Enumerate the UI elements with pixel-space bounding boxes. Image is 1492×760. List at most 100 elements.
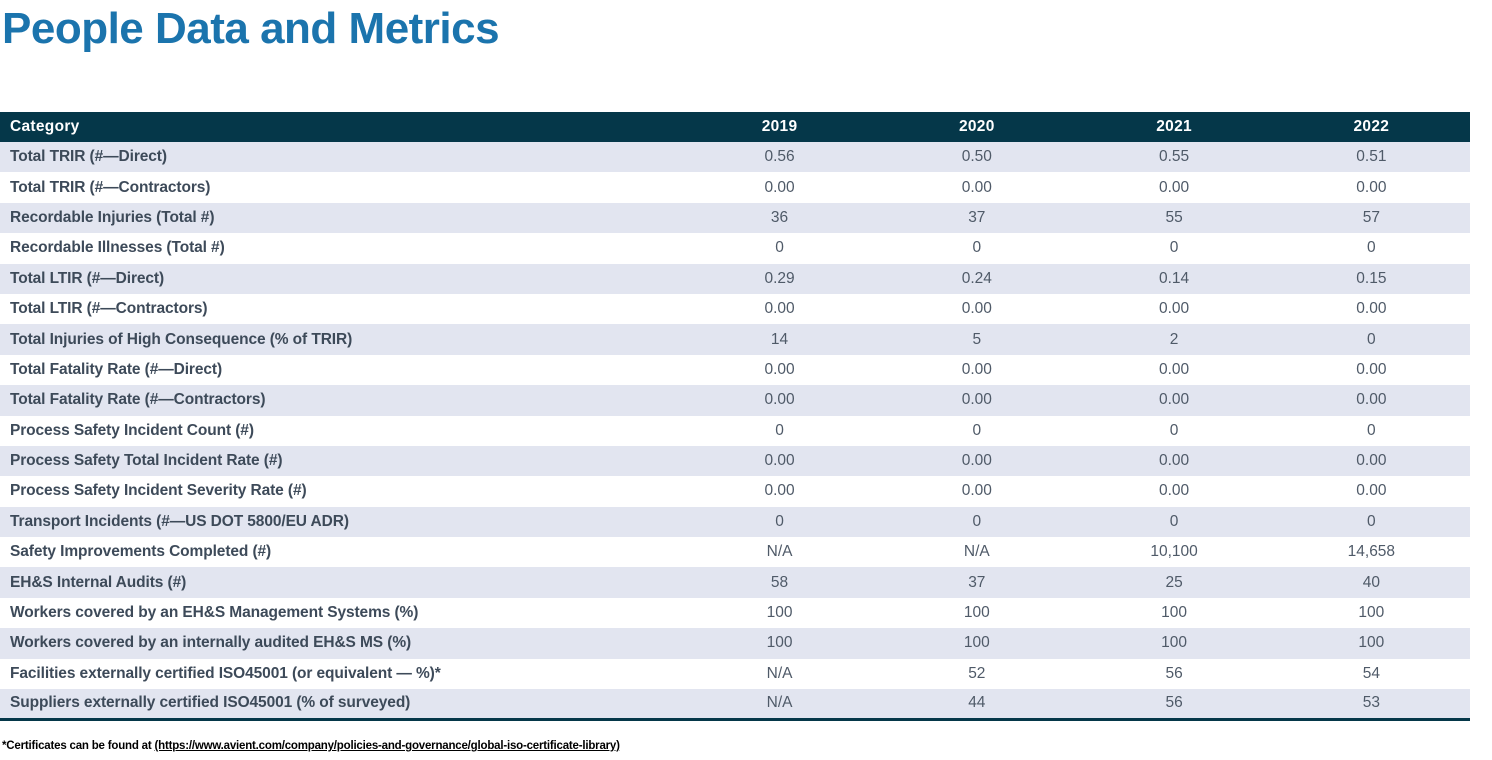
cell-2022: 40: [1362, 573, 1380, 591]
cell-2020: 0.00: [961, 300, 992, 318]
cell-2019: 0.00: [764, 360, 795, 378]
row-label: Process Safety Incident Severity Rate (#…: [10, 482, 307, 500]
cell-2021: 0.00: [1159, 360, 1190, 378]
cell-2022: 0.00: [1356, 360, 1387, 378]
cell-2021: 0.14: [1159, 269, 1190, 287]
cell-2021: 0: [1169, 512, 1179, 530]
cell-2021: 55: [1165, 208, 1183, 226]
table-row: Total LTIR (#—Contractors) 0.00 0.00 0.0…: [0, 293, 1470, 325]
table-row: Process Safety Incident Count (#) 0 0 0 …: [0, 415, 1470, 446]
cell-2020: 5: [972, 330, 982, 348]
cell-2022: 54: [1362, 664, 1380, 682]
cell-2021: 56: [1165, 664, 1183, 682]
table-row: Transport Incidents (#—US DOT 5800/EU AD…: [0, 506, 1470, 538]
cell-2020: 52: [968, 664, 986, 682]
row-label: Suppliers externally certified ISO45001 …: [10, 694, 411, 712]
cell-2022: 14,658: [1347, 543, 1396, 561]
table-row: Process Safety Total Incident Rate (#) 0…: [0, 445, 1470, 477]
cell-2021: 0.55: [1159, 148, 1190, 166]
cell-2022: 100: [1358, 604, 1385, 622]
cell-2022: 0.00: [1356, 391, 1387, 409]
cell-2020: 100: [963, 634, 990, 652]
cell-2019: 0.00: [764, 482, 795, 500]
cell-2020: N/A: [963, 543, 990, 561]
cell-2022: 57: [1362, 208, 1380, 226]
column-header-2020: 2020: [958, 118, 995, 135]
cell-2020: 0: [972, 512, 982, 530]
cell-2022: 0.51: [1356, 148, 1387, 166]
cell-2019: 0: [775, 512, 784, 530]
cell-2020: 0.00: [961, 452, 992, 470]
cell-2021: 0.00: [1159, 482, 1190, 500]
cell-2020: 37: [968, 573, 986, 591]
metrics-table: Category 2019 2020 2021 2022 Total TRIR …: [0, 112, 1470, 721]
cell-2021: 0.00: [1159, 391, 1190, 409]
table-row: Total Fatality Rate (#—Direct) 0.00 0.00…: [0, 354, 1470, 386]
column-header-category: Category: [10, 118, 80, 135]
cell-2022: 0.00: [1356, 178, 1387, 196]
cell-2020: 0.50: [961, 148, 992, 166]
row-label: Process Safety Incident Count (#): [10, 421, 254, 439]
cell-2021: 100: [1161, 604, 1188, 622]
table-row: EH&S Internal Audits (#) 58 37 25 40: [0, 567, 1470, 598]
table-row: Suppliers externally certified ISO45001 …: [0, 689, 1470, 720]
table-row: Facilities externally certified ISO45001…: [0, 658, 1470, 690]
cell-2019: 100: [766, 604, 793, 622]
row-label: Total Injuries of High Consequence (% of…: [10, 330, 353, 348]
table-row: Workers covered by an EH&S Management Sy…: [0, 597, 1470, 629]
header-row: Category 2019 2020 2021 2022: [0, 112, 1470, 142]
cell-2022: 100: [1358, 634, 1385, 652]
table-body: Total TRIR (#—Direct) 0.56 0.50 0.55 0.5…: [0, 142, 1470, 720]
cell-2021: 0.00: [1159, 452, 1190, 470]
table-row: Total TRIR (#—Direct) 0.56 0.50 0.55 0.5…: [0, 142, 1470, 173]
cell-2021: 100: [1161, 634, 1188, 652]
cell-2022: 53: [1362, 694, 1380, 712]
row-label: Total TRIR (#—Contractors): [10, 178, 211, 196]
row-label: Workers covered by an EH&S Management Sy…: [10, 604, 419, 622]
cell-2019: 0.00: [764, 300, 795, 318]
row-label: Process Safety Total Incident Rate (#): [10, 452, 283, 470]
cell-2020: 0.00: [961, 391, 992, 409]
cell-2021: 56: [1165, 694, 1183, 712]
cell-2022: 0.00: [1356, 452, 1387, 470]
cell-2022: 0.00: [1356, 482, 1387, 500]
row-label: Total Fatality Rate (#—Contractors): [10, 391, 266, 409]
cell-2020: 0: [972, 421, 982, 439]
cell-2020: 100: [963, 604, 990, 622]
row-label: Total LTIR (#—Direct): [10, 269, 165, 287]
cell-2019: 0.00: [764, 178, 795, 196]
cell-2022: 0: [1367, 421, 1376, 439]
row-label: Transport Incidents (#—US DOT 5800/EU AD…: [10, 512, 349, 530]
cell-2021: 10,100: [1150, 543, 1198, 561]
cell-2019: 0: [775, 421, 784, 439]
cell-2020: 0: [972, 239, 982, 257]
table-row: Recordable Illnesses (Total #) 0 0 0 0: [0, 233, 1470, 264]
cell-2021: 0.00: [1159, 178, 1190, 196]
cell-2020: 0.00: [961, 178, 992, 196]
table-row: Workers covered by an internally audited…: [0, 628, 1470, 659]
row-label: Workers covered by an internally audited…: [10, 634, 412, 652]
cell-2021: 0.00: [1159, 300, 1190, 318]
cell-2021: 2: [1169, 330, 1179, 348]
certificate-library-link[interactable]: (https://www.avient.com/company/policies…: [154, 740, 620, 752]
footnote-text: *Certificates can be found at: [2, 740, 155, 752]
table-row: Process Safety Incident Severity Rate (#…: [0, 476, 1470, 507]
cell-2019: 0: [775, 239, 784, 257]
cell-2019: 14: [770, 330, 789, 348]
column-header-2019: 2019: [761, 118, 798, 135]
cell-2019: 0.00: [764, 452, 795, 470]
cell-2022: 0: [1367, 330, 1376, 348]
row-label: Total Fatality Rate (#—Direct): [10, 360, 223, 378]
table-row: Total Injuries of High Consequence (% of…: [0, 324, 1470, 355]
cell-2019: N/A: [766, 543, 793, 561]
cell-2020: 0.00: [961, 482, 992, 500]
cell-2020: 0.24: [961, 269, 992, 287]
row-label: Total TRIR (#—Direct): [10, 148, 167, 166]
cell-2021: 0: [1169, 239, 1179, 257]
table-row: Total Fatality Rate (#—Contractors) 0.00…: [0, 385, 1470, 416]
cell-2019: 36: [770, 208, 789, 226]
footnote: *Certificates can be found at (https://w…: [2, 740, 620, 752]
table-row: Total LTIR (#—Direct) 0.29 0.24 0.14 0.1…: [0, 263, 1470, 294]
table-row: Safety Improvements Completed (#) N/A N/…: [0, 537, 1470, 568]
